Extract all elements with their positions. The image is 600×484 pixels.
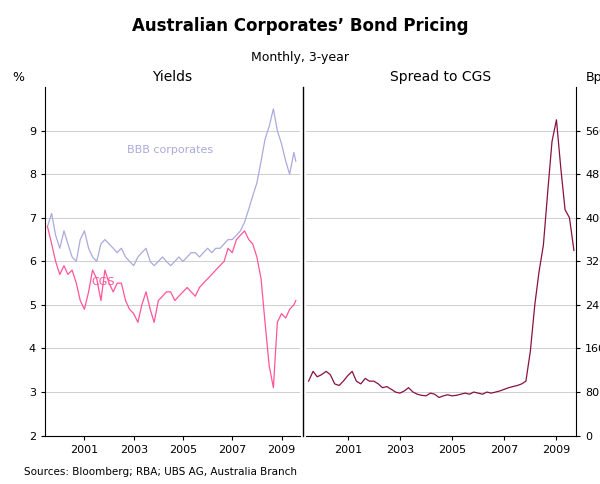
- Text: Monthly, 3-year: Monthly, 3-year: [251, 51, 349, 64]
- Text: Australian Corporates’ Bond Pricing: Australian Corporates’ Bond Pricing: [132, 17, 468, 35]
- Text: Spread to CGS: Spread to CGS: [391, 70, 491, 84]
- Text: BBB corporates: BBB corporates: [127, 145, 213, 155]
- Text: Sources: Bloomberg; RBA; UBS AG, Australia Branch: Sources: Bloomberg; RBA; UBS AG, Austral…: [24, 467, 297, 477]
- Text: CGS: CGS: [91, 277, 115, 287]
- Text: Bps: Bps: [586, 71, 600, 84]
- Text: %: %: [12, 71, 24, 84]
- Text: Yields: Yields: [152, 70, 193, 84]
